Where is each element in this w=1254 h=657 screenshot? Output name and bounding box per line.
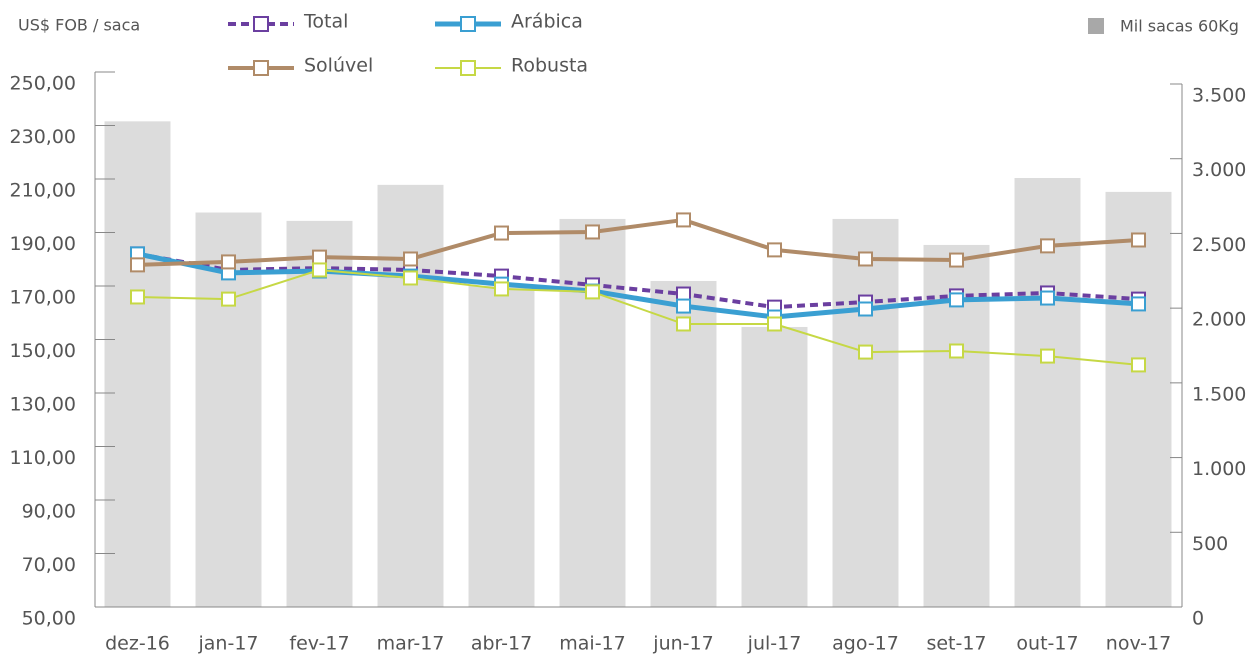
marker — [221, 254, 236, 270]
y-tick-label: 110,00 — [10, 447, 76, 469]
marker — [403, 270, 418, 286]
bar — [559, 218, 626, 607]
marker — [949, 292, 964, 308]
marker — [858, 251, 873, 267]
y-tick-label: 90,00 — [22, 501, 76, 523]
x-tick-label: out-17 — [1016, 633, 1078, 655]
y-tick-label: 230,00 — [10, 126, 76, 148]
marker — [949, 252, 964, 268]
marker — [858, 301, 873, 317]
x-tick-label: set-17 — [926, 633, 986, 655]
x-tick-label: dez-16 — [105, 633, 170, 655]
x-tick-label: mai-17 — [559, 633, 625, 655]
bar — [1105, 191, 1172, 607]
y-axis-label: US$ FOB / saca — [18, 16, 140, 35]
bar — [832, 218, 899, 607]
y2-tick-label: 0 — [1192, 608, 1204, 630]
bar — [468, 285, 535, 607]
marker — [767, 316, 782, 332]
bar — [650, 280, 717, 607]
y-tick-label: 150,00 — [10, 340, 76, 362]
y2-tick-label: 3.500 — [1192, 85, 1246, 107]
marker — [949, 343, 964, 359]
y2-tick-label: 2.000 — [1192, 309, 1246, 331]
y2-tick-label: 500 — [1192, 533, 1228, 555]
line — [136, 251, 1139, 320]
legend-label: Solúvel — [304, 55, 373, 77]
marker — [221, 291, 236, 307]
legend-marker — [253, 16, 269, 32]
legend-swatch — [1088, 18, 1104, 34]
legend-marker — [253, 60, 269, 76]
legend-marker — [460, 60, 476, 76]
y2-tick-label: 2.500 — [1192, 234, 1246, 256]
y-tick-label: 130,00 — [10, 394, 76, 416]
bar — [104, 121, 171, 607]
line — [137, 251, 1139, 310]
x-tick-label: mar-17 — [377, 633, 445, 655]
marker — [1131, 296, 1146, 312]
y-tick-label: 190,00 — [10, 233, 76, 255]
marker — [676, 316, 691, 332]
marker — [676, 212, 691, 228]
y-tick-label: 250,00 — [10, 73, 76, 95]
marker — [1131, 357, 1146, 373]
x-tick-label: fev-17 — [289, 633, 349, 655]
marker — [403, 251, 418, 267]
marker — [130, 257, 145, 273]
y2-tick-label: 1.500 — [1192, 383, 1246, 405]
marker — [130, 289, 145, 305]
y-tick-label: 50,00 — [22, 608, 76, 630]
legend-label: Robusta — [511, 55, 588, 77]
y2-tick-label: 3.000 — [1192, 159, 1246, 181]
legend-label: Mil sacas 60Kg — [1120, 17, 1239, 36]
marker — [312, 249, 327, 265]
marker — [494, 281, 509, 297]
marker — [1040, 238, 1055, 254]
legend-label: Total — [303, 11, 348, 33]
line — [137, 217, 1139, 267]
x-tick-label: abr-17 — [471, 633, 532, 655]
x-tick-label: jun-17 — [652, 633, 713, 655]
marker — [585, 224, 600, 240]
x-tick-label: jul-17 — [747, 633, 802, 655]
bar — [286, 220, 353, 607]
x-tick-label: jan-17 — [198, 633, 259, 655]
marker — [1131, 232, 1146, 248]
line — [137, 268, 1139, 366]
marker — [1040, 290, 1055, 306]
x-tick-label: ago-17 — [832, 633, 899, 655]
marker — [312, 262, 327, 278]
y2-tick-label: 1.000 — [1192, 458, 1246, 480]
legend-marker — [460, 16, 476, 32]
marker — [767, 242, 782, 258]
bar — [377, 184, 444, 607]
y-tick-label: 70,00 — [22, 554, 76, 576]
marker — [858, 344, 873, 360]
x-tick-label: nov-17 — [1106, 633, 1171, 655]
marker — [1040, 348, 1055, 364]
marker — [676, 298, 691, 314]
marker — [585, 284, 600, 300]
bar — [741, 326, 808, 607]
y-tick-label: 210,00 — [10, 180, 76, 202]
legend-label: Arábica — [511, 11, 583, 33]
marker — [494, 225, 509, 241]
y-tick-label: 170,00 — [10, 287, 76, 309]
